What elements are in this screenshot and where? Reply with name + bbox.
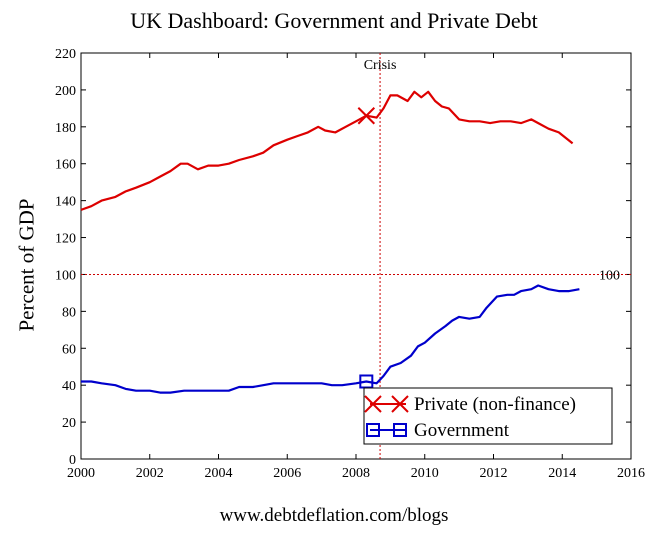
legend-label-private-non-finance: Private (non-finance): [414, 394, 576, 415]
y-tick-label: 20: [62, 416, 76, 431]
y-tick-label: 100: [55, 268, 76, 283]
y-tick-label: 220: [55, 47, 76, 62]
x-tick-label: 2016: [617, 466, 645, 481]
legend-marker-government: [393, 423, 407, 437]
x-tick-label: 2006: [273, 466, 301, 481]
x-tick-label: 2000: [67, 466, 95, 481]
series-line-government: [81, 284, 580, 394]
legend-marker-government: [366, 423, 380, 437]
y-tick-label: 200: [55, 84, 76, 99]
chart-title: UK Dashboard: Government and Private Deb…: [130, 8, 538, 33]
legend-label-government: Government: [414, 420, 510, 441]
legend: Private (non-finance) Government: [363, 387, 613, 445]
hundred-label: 100: [599, 268, 620, 283]
series-lines: [80, 90, 580, 394]
x-tick-label: 2004: [205, 466, 233, 481]
y-tick-label: 80: [62, 305, 76, 320]
x-tick-label: 2012: [480, 466, 508, 481]
y-tick-label: 160: [55, 158, 76, 173]
crisis-label: Crisis: [364, 58, 397, 73]
x-tick-label: 2010: [411, 466, 439, 481]
y-tick-label: 180: [55, 121, 76, 136]
series-marker-government: [359, 374, 374, 389]
legend-marker-private-non-finance: [364, 395, 382, 413]
reference-lines: Crisis 100: [81, 53, 631, 459]
x-tick-label: 2002: [136, 466, 164, 481]
footer-url: www.debtdeflation.com/blogs: [219, 505, 449, 526]
x-tick-label: 2014: [548, 466, 576, 481]
y-tick-label: 60: [62, 342, 76, 357]
y-tick-label: 40: [62, 379, 76, 394]
y-tick-label: 0: [69, 453, 76, 468]
legend-marker-private-non-finance: [391, 395, 409, 413]
series-marker-private-non-finance: [357, 107, 376, 125]
y-tick-label: 120: [55, 232, 76, 247]
axes: 2000 2002 2004 2006 2008 2010 2012 2014 2016 0 20 4…: [55, 47, 645, 481]
y-tick-label: 140: [55, 195, 76, 210]
x-tick-label: 2008: [342, 466, 370, 481]
series-line-private-non-finance: [80, 90, 574, 211]
